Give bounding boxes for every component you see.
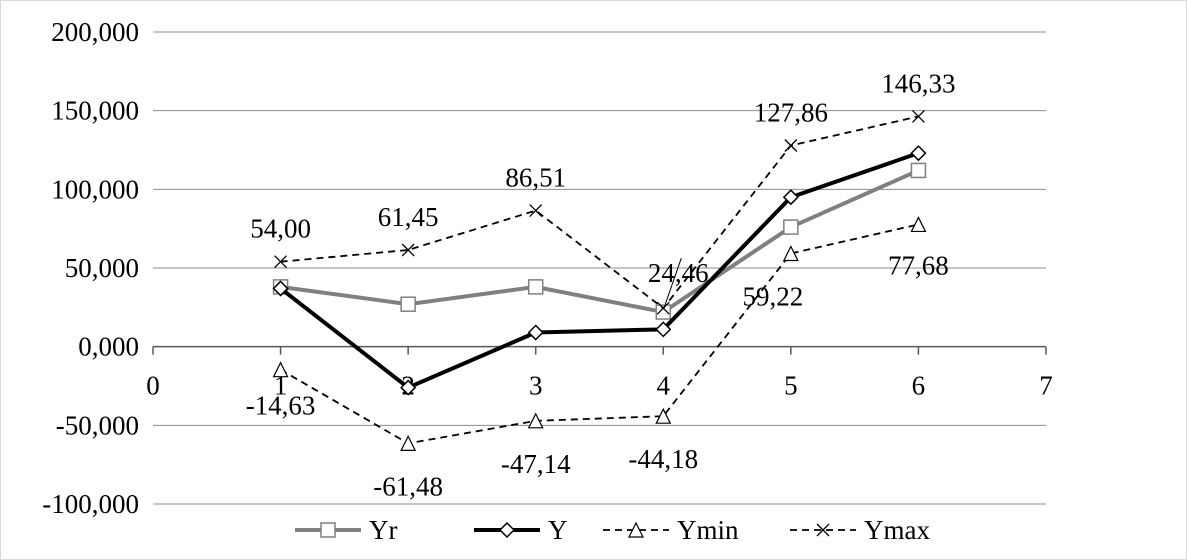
triangle-marker bbox=[655, 407, 672, 424]
data-label: 86,51 bbox=[505, 163, 566, 193]
series-ymax bbox=[274, 109, 925, 315]
label-leader-line bbox=[664, 258, 682, 305]
y-tick-label: 100,000 bbox=[51, 174, 139, 204]
legend-label: Yr bbox=[369, 515, 398, 545]
data-label: 127,86 bbox=[754, 98, 828, 128]
x-tick-label: 5 bbox=[784, 371, 798, 401]
triangle-marker bbox=[400, 435, 417, 451]
square-marker bbox=[910, 162, 927, 179]
legend-label: Ymin bbox=[677, 515, 739, 545]
data-label: 146,33 bbox=[881, 68, 955, 98]
square-marker bbox=[783, 219, 799, 235]
triangle-marker bbox=[910, 216, 927, 233]
diamond-marker bbox=[655, 321, 672, 338]
diamond-marker bbox=[498, 521, 516, 539]
diamond-marker bbox=[272, 280, 289, 297]
y-axis-tick-labels: 200,000 150,000 100,000 50,000 0,000 -50,000 -… bbox=[42, 17, 139, 519]
legend-item-y: Y bbox=[474, 515, 568, 545]
series-yr bbox=[272, 162, 927, 320]
x-marker bbox=[816, 523, 830, 537]
y-tick-label: -100,000 bbox=[42, 489, 139, 519]
square-marker bbox=[655, 304, 672, 320]
diamond-marker bbox=[782, 189, 799, 206]
x-tick-label: 7 bbox=[1039, 371, 1053, 401]
series-ymin bbox=[272, 216, 927, 451]
square-marker bbox=[320, 522, 336, 538]
triangle-marker bbox=[272, 361, 289, 378]
x-marker bbox=[274, 255, 288, 269]
x-marker bbox=[784, 139, 798, 152]
data-label: 59,22 bbox=[742, 281, 803, 311]
legend-label: Ymax bbox=[864, 515, 930, 545]
y-tick-label: -50,000 bbox=[56, 410, 139, 440]
diamond-marker bbox=[400, 379, 417, 396]
series-line-yr bbox=[280, 168, 920, 315]
y-tick-label: 150,000 bbox=[51, 96, 139, 126]
x-tick-label: 4 bbox=[657, 371, 671, 401]
data-label: 77,68 bbox=[888, 250, 949, 280]
y-tick-label: 50,000 bbox=[65, 253, 139, 283]
x-tick-label: 3 bbox=[529, 371, 543, 401]
x-axis: 01234567 bbox=[146, 345, 1053, 401]
series-y bbox=[272, 145, 927, 396]
legend-item-ymax: Ymax bbox=[790, 515, 930, 545]
x-marker bbox=[656, 301, 670, 315]
series-line-ymin bbox=[280, 223, 919, 445]
series-line-ymax bbox=[280, 115, 919, 310]
data-label: -14,63 bbox=[246, 391, 316, 421]
legend-item-yr: Yr bbox=[295, 515, 398, 545]
legend-item-ymin: Ymin bbox=[603, 515, 739, 545]
x-marker bbox=[911, 109, 925, 123]
y-tick-label: 0,000 bbox=[78, 332, 139, 362]
triangle-marker bbox=[527, 412, 544, 429]
x-marker bbox=[529, 204, 543, 218]
diamond-marker bbox=[910, 145, 927, 162]
square-marker bbox=[400, 296, 416, 312]
x-marker bbox=[401, 243, 415, 257]
data-label: 61,45 bbox=[378, 202, 439, 232]
series-group bbox=[272, 109, 927, 451]
triangle-marker bbox=[628, 521, 644, 538]
legend: Yr Y Ymin Ymax bbox=[295, 515, 930, 545]
data-label: 54,00 bbox=[250, 214, 311, 244]
data-label: 24,46 bbox=[648, 258, 709, 288]
series-line-y bbox=[279, 151, 920, 390]
x-tick-label: 6 bbox=[912, 371, 926, 401]
x-tick-label: 1 bbox=[274, 371, 288, 401]
data-labels: -14,63 -61,48 -47,14 -44,18 59,22 77,68 54,00 6… bbox=[246, 68, 956, 501]
y-tick-label: 200,000 bbox=[51, 17, 139, 47]
data-label: -44,18 bbox=[628, 444, 698, 474]
triangle-marker bbox=[782, 245, 799, 262]
x-tick-label: 0 bbox=[146, 371, 160, 401]
data-label: -61,48 bbox=[373, 471, 443, 501]
legend-label: Y bbox=[548, 515, 568, 545]
square-marker bbox=[527, 279, 544, 295]
diamond-marker bbox=[527, 324, 544, 341]
data-label: -47,14 bbox=[501, 449, 571, 479]
